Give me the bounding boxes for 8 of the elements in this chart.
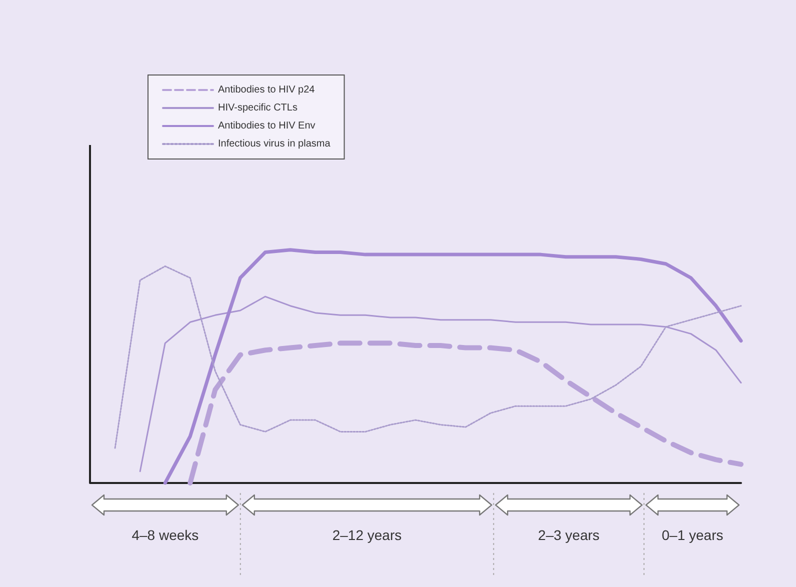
- text: 0–1 years: [660, 527, 724, 543]
- text: 2–12 years: [331, 527, 403, 543]
- text: 2–3 years: [537, 527, 601, 543]
- legend-label: HIV-specific CTLs: [218, 102, 298, 114]
- text: 4–8 weeks: [130, 527, 200, 543]
- legend-label: Antibodies to HIV Env: [218, 120, 316, 132]
- legend-label: Antibodies to HIV p24: [218, 84, 316, 96]
- legend-label: Infectious virus in plasma: [218, 138, 331, 150]
